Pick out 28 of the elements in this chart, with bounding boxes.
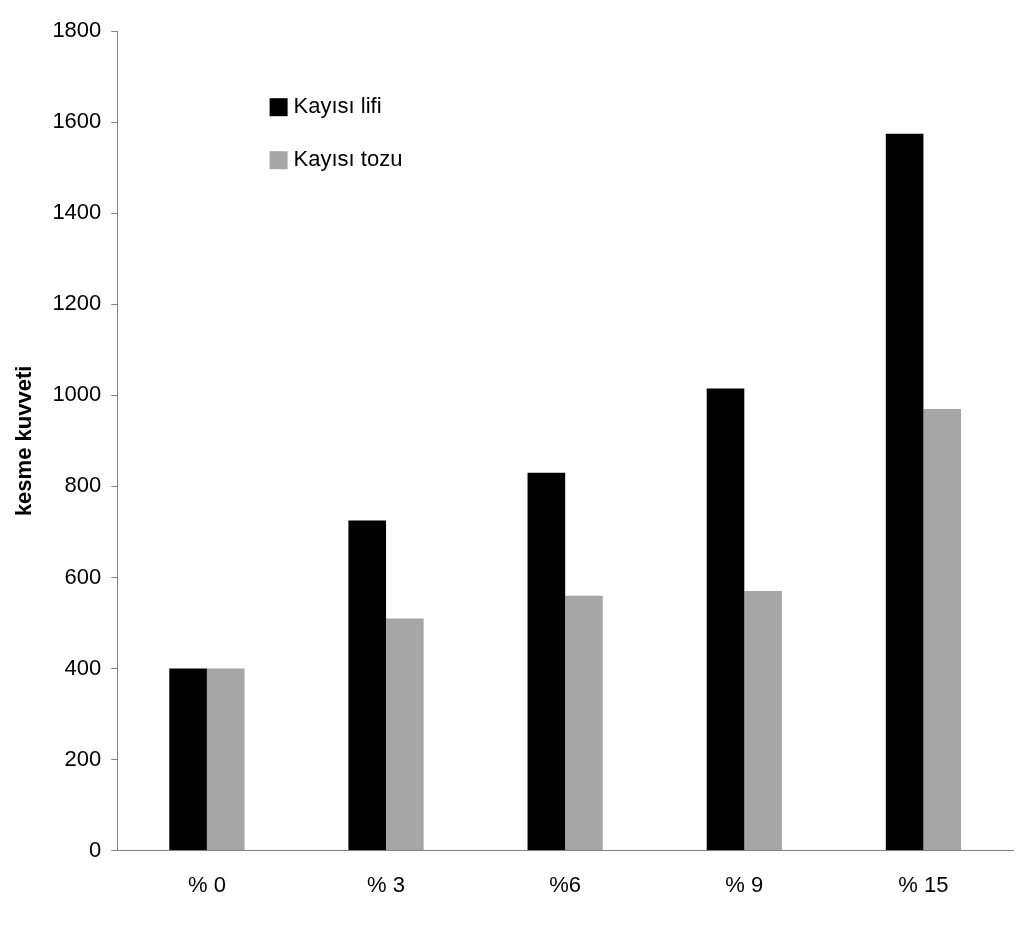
bar <box>386 618 424 851</box>
legend-label: Kayısı tozu <box>293 146 403 172</box>
bar <box>565 595 603 851</box>
x-tick-label: % 0 <box>187 871 226 897</box>
x-tick-label: % 15 <box>898 871 949 897</box>
x-tick-label: %6 <box>549 871 582 897</box>
y-tick-label: 1400 <box>52 199 102 225</box>
y-tick-label: 200 <box>64 745 102 771</box>
y-tick-label: 1600 <box>52 108 102 134</box>
bar <box>348 520 387 851</box>
y-axis-title: kesme kuvveti <box>11 365 37 517</box>
y-tick-label: 600 <box>64 563 102 589</box>
y-tick-label: 400 <box>64 654 102 680</box>
bar <box>923 409 962 851</box>
bar <box>885 133 924 851</box>
y-tick-label: 1000 <box>52 381 102 407</box>
y-tick-label: 1800 <box>52 17 102 43</box>
bar <box>527 472 566 851</box>
bar <box>706 388 745 851</box>
bar <box>206 668 245 851</box>
bar <box>169 668 207 851</box>
y-tick-label: 0 <box>89 836 102 862</box>
x-tick-label: % 9 <box>725 871 764 897</box>
y-tick-label: 800 <box>64 472 102 498</box>
bar <box>744 591 782 851</box>
y-tick-label: 1200 <box>52 290 102 316</box>
x-tick-label: % 3 <box>367 871 405 897</box>
legend-label: Kayısı lifi <box>293 93 382 119</box>
